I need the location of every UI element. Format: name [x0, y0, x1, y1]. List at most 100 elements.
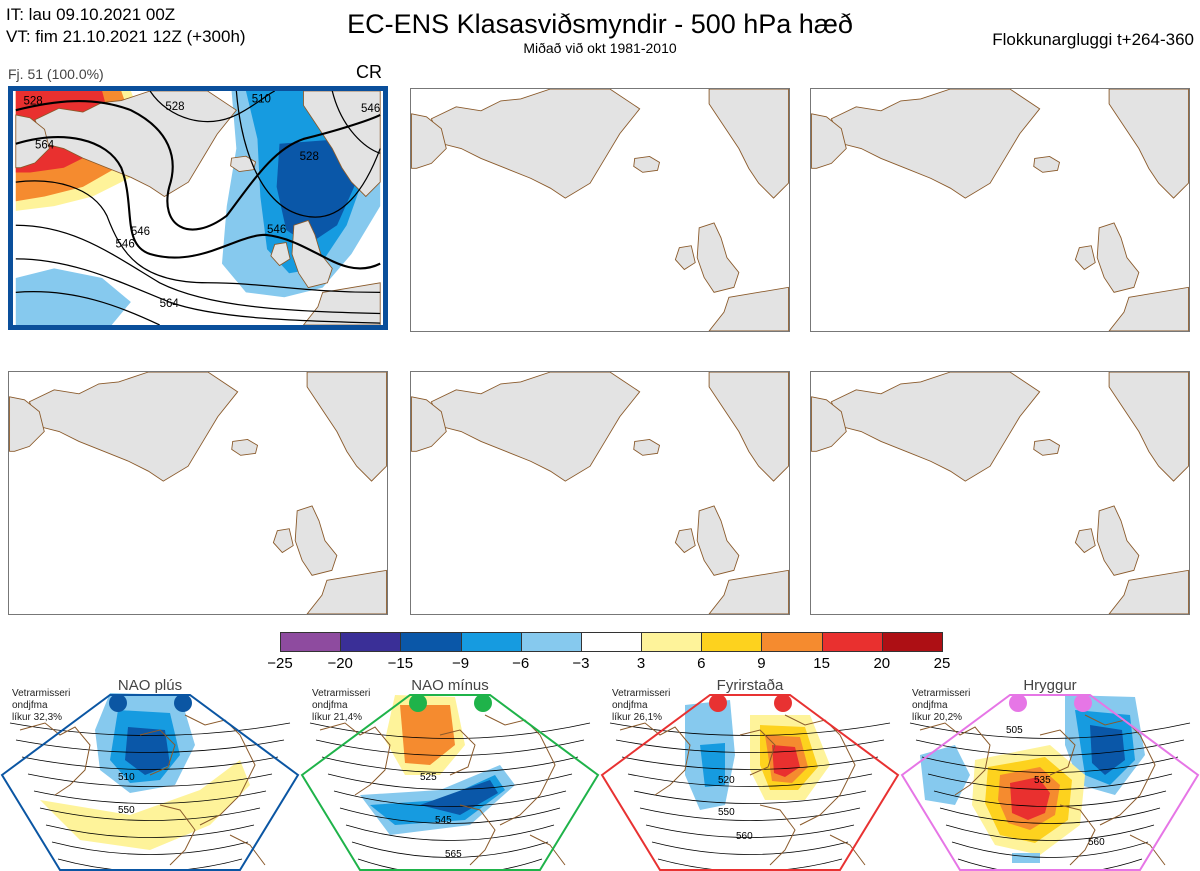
land-mass: [633, 438, 661, 456]
colorbar-bin: [460, 632, 522, 652]
height-contour: [331, 91, 381, 154]
height-contour: [939, 807, 1161, 824]
land-mass: [291, 219, 333, 289]
colorbar-tick-label: 20: [873, 655, 891, 672]
colorbar-bin: [580, 632, 643, 652]
contour-label: 545: [435, 815, 452, 826]
height-contour: [909, 722, 1191, 739]
regime-info-line: líkur 21,4%: [312, 712, 363, 723]
regime-panel: 525 545 565 NAO mínus Vetrarmisseri ondjfma lí…: [300, 675, 600, 871]
height-contour: [921, 756, 1179, 773]
anomaly-shade: [125, 727, 170, 775]
height-contour: [15, 258, 381, 324]
colorbar-bin: [641, 632, 703, 652]
contour-label: 535: [1034, 775, 1051, 786]
contour-label: 528: [23, 95, 42, 107]
height-contour: [633, 790, 867, 804]
contour-label: 550: [118, 805, 135, 816]
regime-panel: 510 550 NAO plús Vetrarmisseri ondjfma líkur …: [0, 675, 300, 871]
fan-outline: [0, 694, 300, 871]
colorbar-bin: [280, 632, 342, 652]
height-contour: [339, 807, 561, 824]
height-contour: [21, 756, 279, 770]
it-line: IT: lau 09.10.2021 00Z: [6, 5, 176, 24]
height-contour: [15, 180, 381, 294]
height-contour: [609, 722, 891, 736]
land-mass: [28, 372, 239, 482]
land-mass: [1108, 89, 1189, 199]
contour-label: 520: [718, 775, 735, 786]
regime-marker-dot: [109, 694, 127, 712]
coastline: [459, 804, 496, 866]
land-mass: [830, 89, 1041, 199]
regime-info-line: ondjfma: [612, 700, 648, 711]
colorbar-tick-label: −9: [451, 655, 470, 672]
regime-info-line: ondjfma: [12, 700, 48, 711]
anomaly-shade: [400, 705, 455, 765]
regime-marker-dot: [1074, 694, 1092, 712]
contour-label: 564: [35, 140, 55, 152]
base-map: [811, 89, 1189, 331]
cluster-label: Fj. 51 (100.0%): [8, 66, 104, 82]
coastline: [159, 804, 196, 866]
header-info: IT: lau 09.10.2021 00Z VT: fim 21.10.202…: [6, 4, 246, 48]
height-contour: [149, 91, 276, 123]
base-map: [811, 372, 1189, 614]
height-contour: [651, 841, 849, 855]
regime-title: Fyrirstaða: [716, 677, 784, 694]
coastline: [184, 714, 256, 826]
height-contour: [345, 824, 555, 841]
fan-outline: [300, 694, 600, 871]
regime-title: Hryggur: [1023, 677, 1077, 694]
vt-line: VT: fim 21.10.2021 12Z (+300h): [6, 27, 246, 46]
coastline: [319, 722, 391, 796]
regime-info-line: líkur 20,2%: [912, 712, 963, 723]
contour-label: 510: [252, 94, 271, 106]
land-mass: [270, 242, 291, 267]
colorbar-tick-label: 6: [697, 655, 706, 672]
colorbar-bin: [821, 632, 883, 652]
height-contour: [951, 841, 1149, 858]
contour-label: 546: [267, 224, 286, 236]
coastline: [229, 834, 266, 866]
coastline: [784, 714, 856, 826]
height-contour: [315, 739, 585, 756]
height-contour: [957, 858, 1143, 871]
colorbar-tick-label: −20: [327, 655, 353, 672]
colorbar-tick-label: 25: [933, 655, 951, 672]
land-mass: [696, 505, 740, 576]
regime-panel: 520 550 560 Fyrirstaða Vetrarmisseri ondjfma l…: [600, 675, 900, 871]
anomaly-shade: [15, 268, 131, 325]
regime-panel: 505 535 560 Hryggur Vetrarmisseri ondjfma líku…: [900, 675, 1200, 871]
land-mass: [1074, 528, 1096, 554]
regime-map: 505 535 560: [900, 694, 1200, 871]
land-mass: [1108, 372, 1189, 482]
land-mass: [1096, 505, 1140, 576]
land-mass: [708, 372, 789, 482]
height-contour: [357, 858, 543, 871]
height-contour: [27, 773, 273, 787]
height-contour: [57, 858, 243, 871]
land-mass: [302, 282, 381, 325]
fan-background: [302, 695, 598, 870]
land-mass: [306, 569, 387, 614]
land-mass: [708, 569, 789, 614]
land-mass: [1074, 245, 1096, 271]
anomaly-shade: [700, 743, 725, 787]
contour-label: 525: [420, 772, 437, 783]
colorbar-bin: [400, 632, 462, 652]
regime-info-line: Vetrarmisseri: [312, 688, 371, 699]
height-contour: [309, 722, 591, 739]
regime-marker-dot: [174, 694, 192, 712]
regime-info: Vetrarmisseri ondjfma líkur 21,4%: [312, 688, 370, 724]
regime-info-line: Vetrarmisseri: [912, 688, 971, 699]
land-mass: [411, 396, 447, 452]
land-mass: [9, 396, 45, 452]
anomaly-shade: [920, 745, 970, 805]
regime-map: 525 545 565: [300, 694, 600, 871]
regime-marker-dot: [474, 694, 492, 712]
land-mass: [811, 396, 847, 452]
page-title: EC-ENS Klasasviðsmyndir - 500 hPa hæð: [347, 9, 853, 39]
fan-outline: [600, 694, 900, 871]
